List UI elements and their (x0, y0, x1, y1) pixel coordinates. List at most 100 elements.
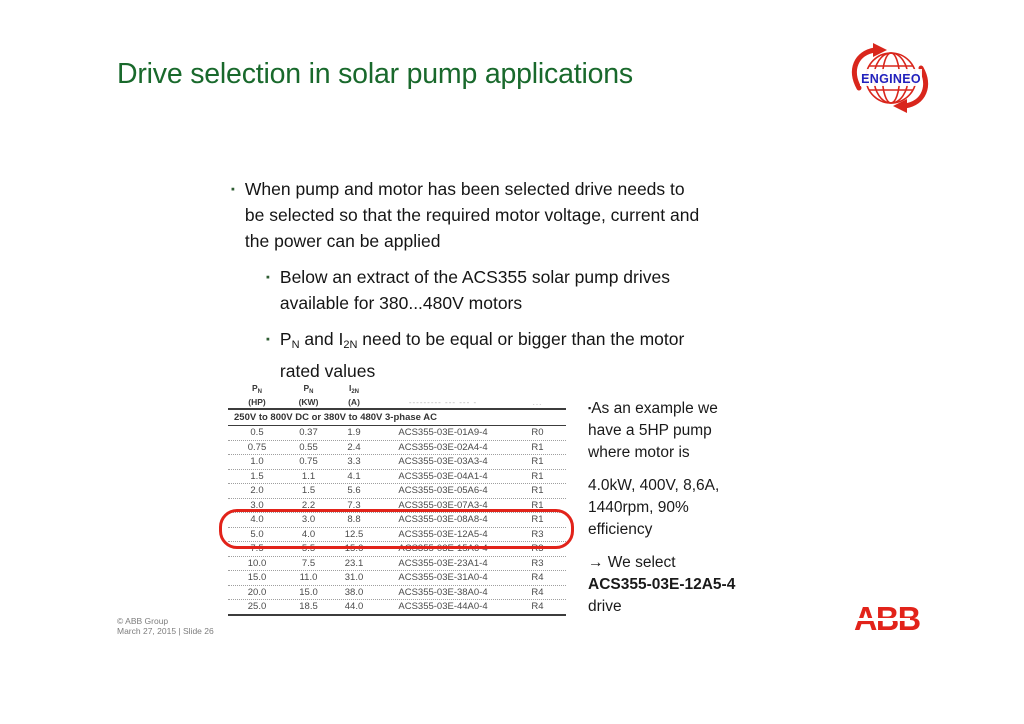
table-row: 1.0 0.75 3.3 ACS355-03E-03A3-4 R1 (228, 454, 566, 469)
example-line1: ▪As an example we (588, 400, 718, 417)
table-cell: 0.55 (299, 441, 318, 453)
table-cell: 1.5 (250, 470, 264, 482)
abb-logo-stripe (854, 618, 910, 621)
table-row: 1.5 1.1 4.1 ACS355-03E-04A1-4 R1 (228, 468, 566, 484)
bullet1-line2: be selected so that the required motor v… (244, 205, 700, 225)
example-intro: ▪As an example we have a 5HP pump where … (588, 397, 798, 464)
bullet-level1: ▪ When pump and motor has been selected … (231, 176, 811, 254)
table-cell: R4 (531, 601, 544, 613)
table-cell: 0.75 (299, 456, 318, 468)
table-cell: 0.5 (250, 427, 264, 439)
sub1-line2: available for 380...480V motors (279, 293, 523, 313)
table-cell: 4.0 (301, 528, 316, 540)
voltage-range-band: 250V to 800V DC or 380V to 480V 3-phase … (228, 410, 566, 426)
motor-specs: 4.0kW, 400V, 8,6A, 1440rpm, 90% efficien… (588, 475, 798, 541)
page-title: Drive selection in solar pump applicatio… (117, 58, 633, 90)
bullet1-line3: the power can be applied (244, 231, 441, 251)
table-cell: 8.8 (347, 514, 361, 526)
table-cell: R1 (531, 485, 544, 497)
table-cell: 3.3 (347, 456, 361, 468)
table-row: 0.5 0.37 1.9 ACS355-03E-01A9-4 R0 (228, 426, 566, 440)
table-cell: 10.0 (247, 557, 267, 569)
table-row: 25.0 18.5 44.0 ACS355-03E-44A0-4 R4 (228, 599, 566, 614)
bullet-level2-acs355: ▪ Below an extract of the ACS355 solar p… (266, 264, 806, 316)
engineo-logo: ENGINEO (845, 42, 935, 116)
table-cell: 7.3 (347, 499, 361, 511)
table-cell: 23.1 (344, 557, 364, 569)
table-cell: 31.0 (344, 572, 364, 584)
table-cell: 15.0 (247, 572, 267, 584)
table-row: 15.0 11.0 31.0 ACS355-03E-31A0-4 R4 (228, 570, 566, 585)
selection-result: → We select ACS355-03E-12A5-4 drive (588, 552, 798, 618)
table-cell: R1 (531, 499, 544, 511)
table-cell: 1.9 (347, 427, 361, 439)
table-cell: R3 (531, 528, 544, 540)
table-cell: ACS355-03E-02A4-4 (398, 441, 488, 453)
specs-line1: 4.0kW, 400V, 8,6A, (588, 477, 720, 494)
table-cell: ACS355-03E-38A0-4 (398, 586, 488, 598)
table-cell: 1.0 (250, 456, 264, 468)
drive-table-body: 0.5 0.37 1.9 ACS355-03E-01A9-4 R0 0.75 0.55 2.4… (228, 426, 566, 616)
table-cell: 38.0 (344, 586, 364, 598)
table-cell: 12.5 (344, 528, 364, 540)
table-cell: R1 (531, 514, 544, 526)
bullet1-line1: When pump and motor has been selected dr… (244, 179, 685, 199)
pn-symbol: P (279, 329, 292, 349)
table-row: 3.0 2.2 7.3 ACS355-03E-07A3-4 R1 (228, 497, 566, 513)
bullet-level2-text: Below an extract of the ACS355 solar pum… (280, 264, 670, 316)
highlight-oval (219, 509, 574, 549)
example-line2: have a 5HP pump (588, 422, 712, 439)
engineo-logo-text: ENGINEO (861, 72, 921, 86)
table-row: 20.0 15.0 38.0 ACS355-03E-38A0-4 R4 (228, 584, 566, 600)
table-cell: ACS355-03E-04A1-4 (398, 470, 488, 482)
table-cell: 4.1 (347, 470, 361, 482)
header-i2n-a: I2N (A) (348, 383, 360, 407)
drive-ratings-table: PN (HP) PN (KW) I2N (A) --------- --- --… (228, 383, 566, 616)
specs-line2: 1440rpm, 90% (588, 499, 689, 516)
bullet-level2-ratings: ▪ PN and I2N need to be equal or bigger … (266, 326, 826, 384)
table-cell: ACS355-03E-05A6-4 (398, 485, 488, 497)
engineo-globe-icon: ENGINEO (852, 43, 928, 113)
table-cell: 0.37 (299, 427, 318, 439)
example-line3: where motor is (588, 444, 690, 461)
table-cell: 5.0 (250, 528, 264, 540)
sub1-line1: Below an extract of the ACS355 solar pum… (279, 267, 670, 287)
table-header: PN (HP) PN (KW) I2N (A) --------- --- --… (228, 383, 566, 410)
specs-line3: efficiency (588, 521, 653, 538)
bullet-level1-text: When pump and motor has been selected dr… (245, 176, 699, 254)
table-cell: ACS355-03E-23A1-4 (398, 557, 488, 569)
table-cell: 20.0 (247, 586, 267, 598)
header-frame-faded: ... (532, 398, 543, 407)
i2n-subscript: 2N (343, 339, 358, 351)
table-cell: ACS355-03E-01A9-4 (398, 427, 488, 439)
bullet-square-icon: ▪ (588, 403, 592, 413)
table-cell: 4.0 (250, 514, 264, 526)
table-cell: 0.75 (247, 441, 267, 453)
table-cell: R3 (531, 557, 544, 569)
table-cell: 44.0 (344, 601, 364, 613)
abb-logo: ABB (854, 602, 921, 638)
table-cell: ACS355-03E-03A3-4 (398, 456, 488, 468)
slide-footer: © ABB Group March 27, 2015 | Slide 26 (117, 616, 214, 636)
table-cell: ACS355-03E-12A5-4 (398, 528, 488, 540)
bullet-ratings-text: PN and I2N need to be equal or bigger th… (280, 326, 684, 384)
arrow-right-icon: → (588, 554, 604, 571)
table-cell: 11.0 (299, 572, 318, 584)
table-cell: 1.5 (301, 485, 316, 497)
header-pn-kw: PN (KW) (298, 383, 319, 407)
table-cell: 2.2 (301, 499, 316, 511)
table-cell: ACS355-03E-31A0-4 (398, 572, 488, 584)
table-cell: ACS355-03E-07A3-4 (398, 499, 488, 511)
table-cell: 1.1 (301, 470, 316, 482)
bullet-square-icon: ▪ (266, 271, 270, 284)
table-cell: 15.0 (299, 586, 318, 598)
date-slide-number: March 27, 2015 | Slide 26 (117, 625, 214, 636)
mid-text: and I (299, 329, 344, 349)
table-cell: R1 (531, 441, 544, 453)
table-cell: 5.6 (347, 485, 361, 497)
rest-text: need to be equal or bigger than the moto… (357, 329, 685, 349)
table-row: 5.0 4.0 12.5 ACS355-03E-12A5-4 R3 (228, 526, 566, 542)
sub2-line2: rated values (279, 361, 376, 381)
table-cell: 3.0 (301, 514, 316, 526)
